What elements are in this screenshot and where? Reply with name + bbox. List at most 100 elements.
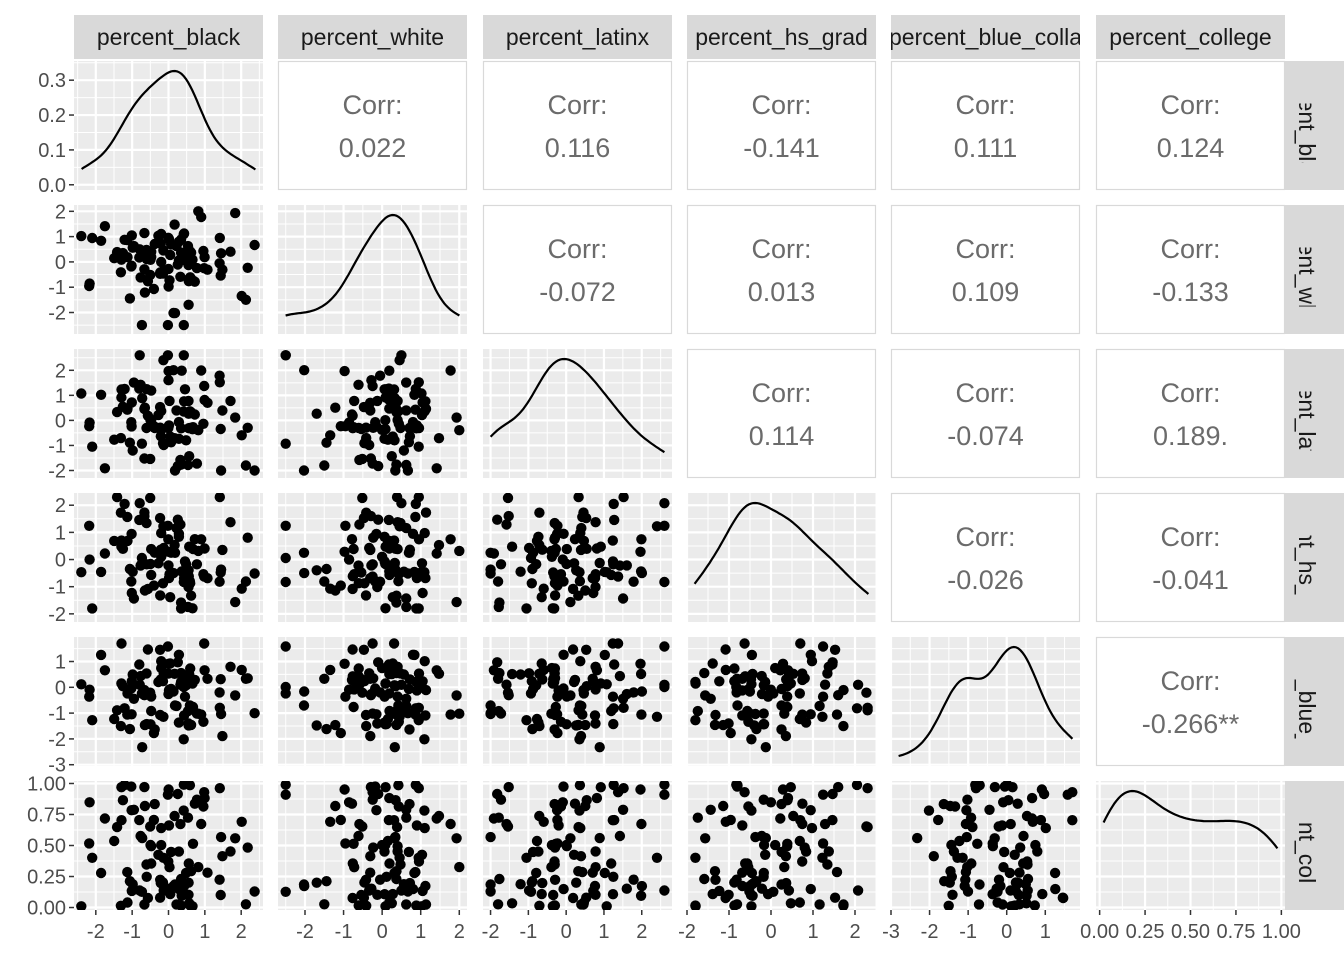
- corr-value: 0.109: [952, 277, 1020, 307]
- corr-panel-bg: [686, 348, 877, 479]
- scatter-point: [225, 246, 236, 257]
- scatter-point: [503, 510, 514, 522]
- corr-value: 0.114: [749, 421, 815, 451]
- panel-grid: [891, 637, 1080, 766]
- scatter-point: [410, 511, 421, 523]
- scatter-point: [574, 781, 586, 791]
- scatter-point: [154, 644, 166, 655]
- scatter-point: [851, 781, 863, 791]
- strip-top-bg: [1096, 15, 1285, 59]
- scatter-point: [799, 673, 810, 684]
- scatter-point: [492, 673, 504, 684]
- scatter-point: [154, 268, 166, 279]
- scatter-point: [387, 592, 398, 603]
- scatter-point: [420, 507, 432, 518]
- strip-right-2: percent_latinx: [1285, 349, 1344, 478]
- scatter-point: [146, 705, 157, 717]
- scatter-point: [149, 422, 160, 434]
- scatter-point: [1022, 859, 1033, 870]
- scatter-point: [966, 858, 977, 869]
- corr-panel-bg: [1095, 60, 1286, 191]
- scatter-point: [553, 572, 564, 584]
- corr-label: Corr:: [1161, 234, 1221, 264]
- panel-grid: [278, 637, 467, 766]
- scatter-point: [347, 644, 358, 655]
- scatter-point: [153, 409, 164, 421]
- panel-grid: [74, 61, 263, 190]
- scatter-point: [242, 842, 253, 853]
- panel-0-1: Corr: 0.022: [277, 60, 468, 191]
- scatter-point: [546, 839, 558, 851]
- scatter-point: [823, 846, 834, 857]
- strip-top-2: percent_latinx: [483, 15, 672, 59]
- panel-3-1: [278, 493, 467, 622]
- scatter-point: [567, 644, 579, 655]
- scatter-point: [777, 658, 789, 669]
- scatter-point: [454, 545, 465, 557]
- scatter-point: [368, 532, 379, 543]
- scatter-point: [574, 567, 585, 578]
- scatter-point: [578, 535, 590, 547]
- corr-panel-bg: [686, 60, 877, 191]
- scatter-point: [202, 397, 213, 408]
- scatter-point: [782, 691, 793, 702]
- scatter-point: [411, 685, 423, 696]
- scatter-point: [354, 679, 365, 690]
- scatter-point: [87, 441, 98, 452]
- scatter-point: [215, 465, 227, 476]
- scatter-point: [1020, 879, 1031, 890]
- scatter-point: [335, 814, 346, 826]
- scatter-point: [413, 603, 424, 614]
- scatter-point: [521, 715, 532, 726]
- scatter-point: [116, 638, 127, 649]
- x-tick-label: -1: [519, 921, 537, 943]
- scatter-point: [202, 867, 213, 878]
- scatter-point: [416, 676, 428, 688]
- strip-top-4: percent_blue_colla: [891, 15, 1080, 59]
- scatter-point: [240, 899, 252, 910]
- panel-3-4: Corr: -0.026: [890, 492, 1081, 623]
- scatter-point: [746, 734, 757, 745]
- scatter-point: [379, 889, 390, 900]
- scatter-point: [1007, 901, 1018, 910]
- scatter-point: [401, 593, 412, 604]
- scatter-point: [368, 842, 379, 853]
- x-tick-label: 1: [598, 921, 609, 943]
- scatter-point: [122, 688, 133, 699]
- scatter-point: [565, 690, 576, 701]
- scatter-point: [445, 709, 456, 720]
- scatter-point: [785, 898, 797, 909]
- scatter-point: [311, 565, 322, 576]
- scatter-point: [367, 638, 378, 649]
- scatter-point: [184, 451, 195, 462]
- scatter-point: [521, 603, 532, 614]
- scatter-point: [595, 541, 606, 552]
- scatter-point: [175, 271, 186, 282]
- corr-value: -0.266**: [1142, 709, 1240, 739]
- scatter-point: [523, 668, 535, 679]
- scatter-point: [568, 676, 580, 688]
- scatter-point: [128, 804, 140, 815]
- scatter-point: [558, 649, 569, 660]
- strip-top-3: percent_hs_grad: [687, 15, 876, 59]
- scatter-point: [1003, 795, 1014, 806]
- x-tick-label: 0.50: [1171, 921, 1210, 943]
- strip-right-4: percent_blue_collar: [1285, 637, 1344, 766]
- scatter-point: [217, 851, 228, 862]
- scatter-point: [454, 861, 465, 873]
- panel-5-4: [891, 781, 1080, 910]
- scatter-point: [116, 782, 127, 793]
- scatter-point: [659, 520, 670, 531]
- scatter-point: [392, 691, 403, 702]
- scatter-point: [651, 852, 663, 863]
- scatter-point: [746, 901, 757, 910]
- scatter-point: [299, 686, 310, 697]
- scatter-point: [411, 820, 423, 831]
- panel-2-4: Corr: -0.074: [890, 348, 1081, 479]
- scatter-point: [116, 815, 127, 826]
- scatter-point: [723, 889, 734, 900]
- x-tick-label: -2: [921, 921, 939, 943]
- scatter-point: [139, 684, 150, 696]
- scatter-point: [380, 415, 391, 426]
- y-tick-label: -2: [48, 604, 66, 626]
